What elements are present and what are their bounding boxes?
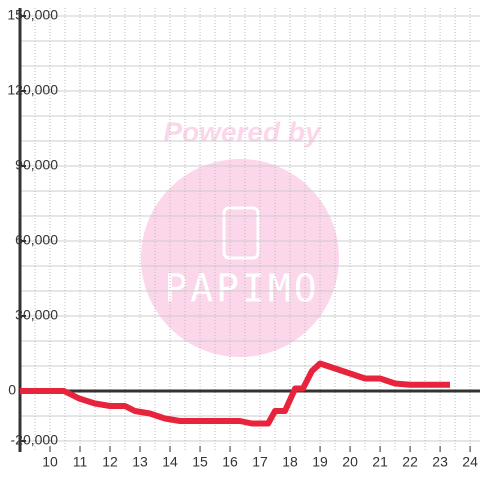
y-tick-label: 120,000 bbox=[7, 82, 58, 98]
line-series bbox=[20, 360, 450, 427]
x-tick-label: 14 bbox=[162, 454, 178, 470]
x-tick-label: 24 bbox=[462, 454, 478, 470]
x-tick-label: 13 bbox=[132, 454, 148, 470]
x-tick-label: 20 bbox=[342, 454, 358, 470]
y-tick-label: 0 bbox=[8, 382, 16, 398]
x-tick-label: 18 bbox=[282, 454, 298, 470]
x-tick-label: 12 bbox=[102, 454, 118, 470]
x-tick-label: 17 bbox=[252, 454, 268, 470]
x-tick-label: 10 bbox=[42, 454, 58, 470]
y-tick-label: 90,000 bbox=[15, 157, 58, 173]
y-tick-label: 150,000 bbox=[7, 7, 58, 23]
watermark-top: Powered by bbox=[163, 116, 322, 147]
x-tick-label: 21 bbox=[372, 454, 388, 470]
x-tick-label: 23 bbox=[432, 454, 448, 470]
x-tick-label: 11 bbox=[73, 454, 88, 470]
watermark-phone bbox=[222, 206, 260, 260]
y-tick-label: 60,000 bbox=[15, 232, 58, 248]
y-tick-label: 30,000 bbox=[15, 307, 58, 323]
x-tick-label: 16 bbox=[222, 454, 238, 470]
x-tick-label: 15 bbox=[192, 454, 208, 470]
watermark-brand: PAPIMO bbox=[164, 267, 319, 311]
x-tick-label: 19 bbox=[312, 454, 328, 470]
x-tick-label: 22 bbox=[402, 454, 418, 470]
y-tick-label: -20,000 bbox=[11, 432, 59, 448]
